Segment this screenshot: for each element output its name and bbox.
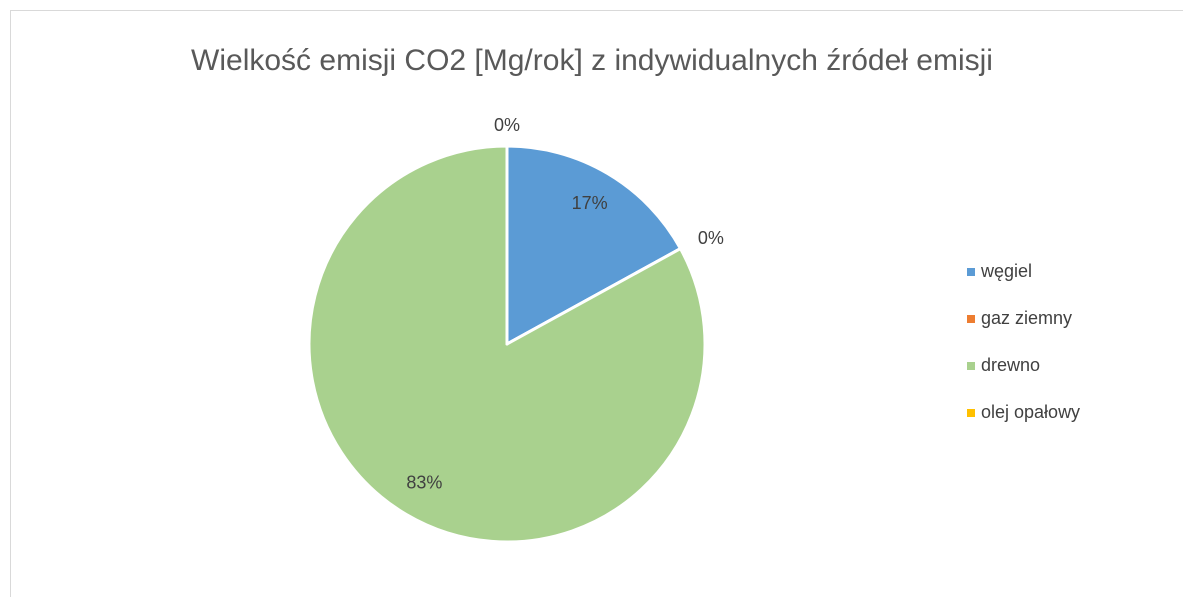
legend-swatch [967, 362, 975, 370]
legend-label: gaz ziemny [981, 308, 1072, 328]
legend-swatch [967, 315, 975, 323]
data-label: 17% [572, 193, 608, 213]
legend-swatch [967, 409, 975, 417]
data-label: 0% [698, 228, 724, 248]
pie-slice [505, 144, 683, 346]
data-label: 0% [494, 115, 520, 135]
legend-label: węgiel [980, 261, 1032, 281]
legend-label: drewno [981, 355, 1040, 375]
legend-label: olej opałowy [981, 402, 1080, 422]
data-label: 83% [406, 473, 442, 493]
legend-swatch [967, 268, 975, 276]
chart-title: Wielkość emisji CO2 [Mg/rok] z indywidua… [191, 44, 993, 77]
